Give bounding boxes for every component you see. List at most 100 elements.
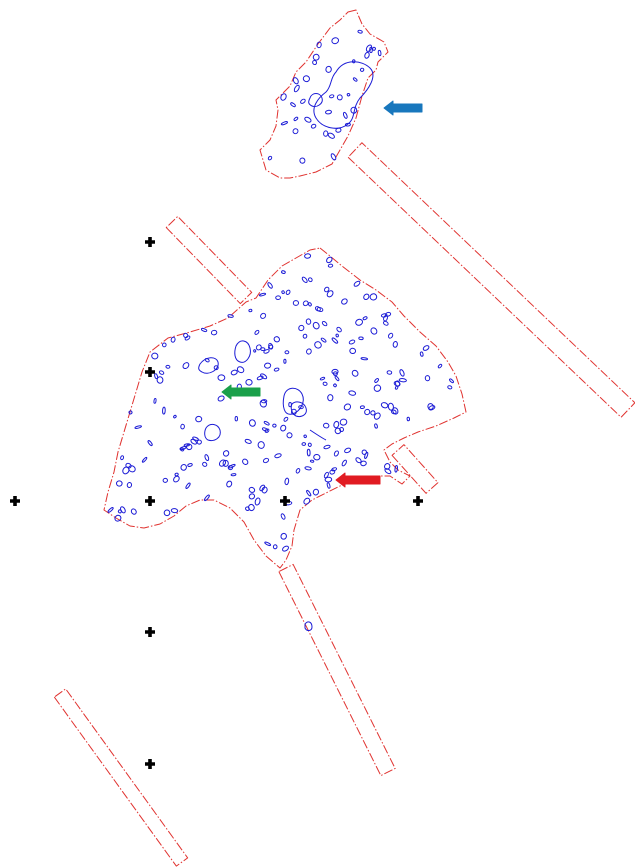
feature-central-north <box>234 340 251 363</box>
feature-pit <box>263 349 270 354</box>
feature-pit <box>170 508 179 514</box>
feature-pit <box>234 416 239 422</box>
feature-pit <box>122 466 130 475</box>
feature-pit <box>341 459 347 467</box>
grid-marker-cross-icon <box>145 627 155 637</box>
feature-pit <box>374 423 378 429</box>
feature-pit <box>282 545 289 552</box>
grid-marker-cross-icon <box>145 367 155 377</box>
feature-pit <box>387 402 394 411</box>
feature-pit <box>210 329 218 336</box>
feature-pit <box>226 480 233 488</box>
feature-pit <box>373 384 382 392</box>
feature-pit <box>353 280 361 287</box>
feature-pit <box>329 469 336 475</box>
feature-pit <box>222 459 229 467</box>
feature-pit <box>323 471 329 479</box>
feature-pit <box>339 427 345 432</box>
feature-pit <box>304 116 312 123</box>
feature-pit <box>344 122 351 127</box>
feature-pit <box>183 332 189 339</box>
feature-pit <box>202 461 208 467</box>
feature-pit <box>301 276 308 283</box>
feature-pit <box>330 153 337 161</box>
feature-pit <box>248 419 256 427</box>
feature-pit <box>190 438 197 445</box>
feature-pit <box>259 484 266 492</box>
feature-pit <box>326 290 334 298</box>
feature-pit <box>274 453 282 459</box>
feature-pit <box>120 455 125 461</box>
feature-pit <box>323 422 330 429</box>
feature-pit <box>260 312 267 319</box>
feature-pit <box>253 349 257 353</box>
feature-pit <box>320 337 327 343</box>
feature-pit <box>264 541 272 547</box>
feature-pit <box>314 341 322 349</box>
trench-boundaries <box>53 142 635 867</box>
feature-pit <box>258 292 267 297</box>
feature-pit <box>254 329 260 335</box>
feature-pit <box>331 467 338 472</box>
feature-pit <box>331 37 340 45</box>
feature-pit <box>280 424 287 432</box>
arrow-south-edge-icon <box>335 472 381 488</box>
feature-pit <box>303 434 307 439</box>
feature-pit <box>306 348 312 355</box>
feature-pit <box>255 344 262 351</box>
feature-pit <box>107 507 114 513</box>
feature-pit <box>343 403 352 411</box>
feature-pit <box>196 439 202 445</box>
feature-pit <box>342 111 348 119</box>
feature-pit <box>437 363 443 369</box>
feature-south-trench <box>304 621 313 631</box>
feature-pit <box>327 132 335 139</box>
feature-pit <box>264 362 272 369</box>
feature-pit <box>263 420 270 426</box>
feature-pit <box>284 350 290 355</box>
feature-pit <box>200 327 208 333</box>
feature-pit <box>120 506 126 514</box>
feature-pit <box>290 102 296 108</box>
feature-pit <box>370 327 378 335</box>
feature-pit <box>325 65 332 73</box>
feature-pit <box>156 376 164 384</box>
feature-pit <box>267 282 273 289</box>
feature-pit <box>351 369 359 377</box>
feature-pit <box>281 290 285 295</box>
feature-pit <box>348 390 357 396</box>
feature-pit <box>386 370 393 375</box>
feature-pit <box>267 344 274 350</box>
feature-pit <box>355 318 364 326</box>
grid-marker-cross-icon <box>280 496 290 506</box>
feature-east-small <box>290 401 307 417</box>
feature-pit <box>357 29 363 34</box>
feature-pit <box>130 508 137 515</box>
feature-pit <box>264 428 270 433</box>
feature-pit <box>359 405 365 410</box>
feature-pit <box>362 316 368 321</box>
feature-central-large <box>282 387 304 415</box>
feature-pit <box>185 482 191 489</box>
feature-north-west <box>308 93 323 107</box>
feature-pit <box>336 326 342 333</box>
feature-pit <box>292 128 299 135</box>
feature-pit <box>128 410 133 415</box>
feature-pit <box>334 427 342 435</box>
grid-marker-cross-icon <box>145 496 155 506</box>
feature-pit <box>304 466 312 471</box>
grid-marker-cross-icon <box>413 496 423 506</box>
feature-pit <box>272 423 277 428</box>
feature-pit <box>307 442 312 447</box>
feature-pit <box>275 295 281 301</box>
excavation-area-north <box>259 9 389 179</box>
feature-pit <box>273 336 280 343</box>
feature-pit <box>186 443 193 451</box>
feature-pit <box>324 476 333 483</box>
feature-pit <box>162 477 168 483</box>
feature-pit <box>312 59 318 66</box>
feature-pit <box>173 414 177 419</box>
feature-pit <box>248 503 255 512</box>
feature-pit <box>204 454 210 462</box>
feature-pit <box>280 121 289 126</box>
